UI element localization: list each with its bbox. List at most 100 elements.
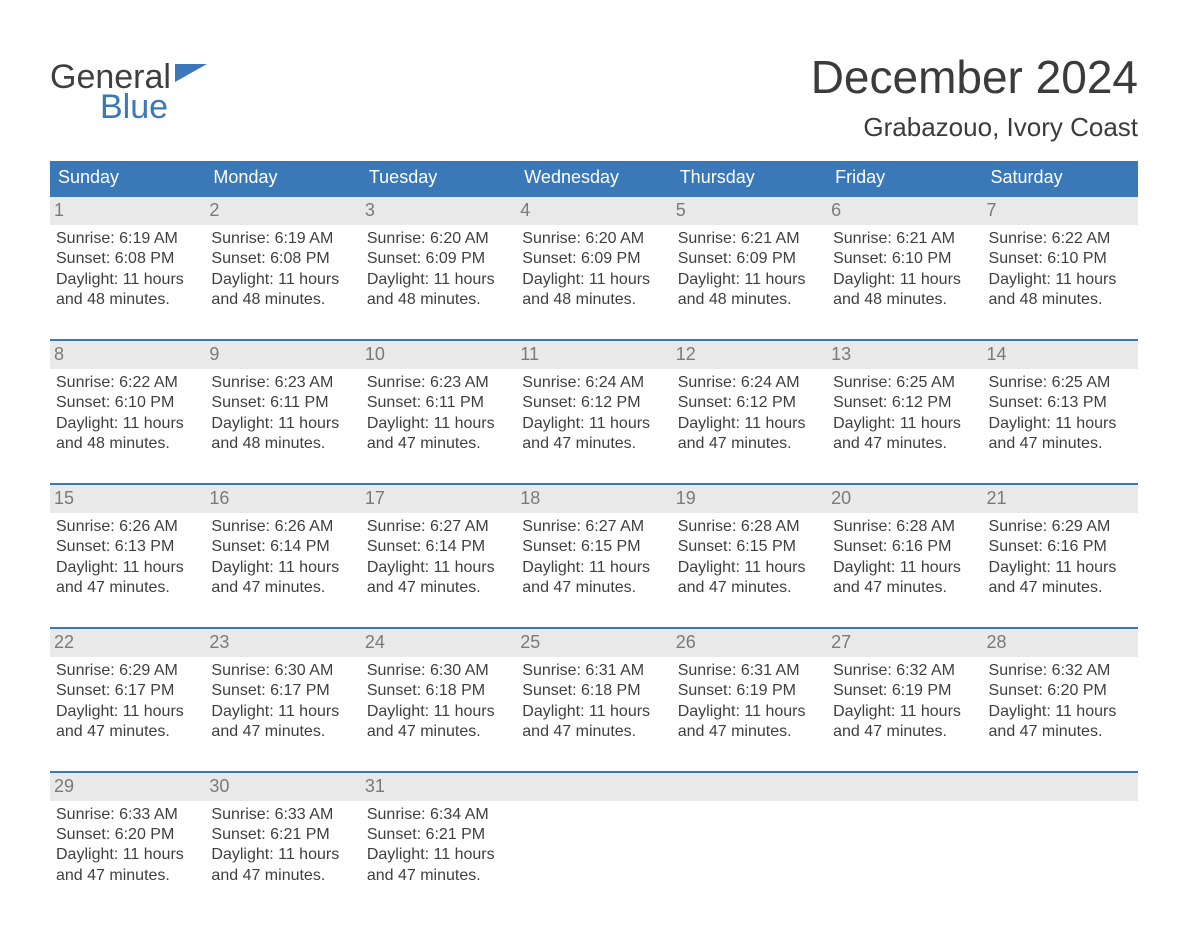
daylight-label: Daylight xyxy=(522,415,589,432)
calendar-day: 9Sunrise6:23 AMSunset6:11 PMDaylight11 h… xyxy=(205,341,360,461)
sunset: Sunset6:11 PM xyxy=(367,393,510,413)
sunset: Sunset6:09 PM xyxy=(367,249,510,269)
day-body: Sunrise6:31 AMSunset6:19 PMDaylight11 ho… xyxy=(678,661,821,743)
sunrise-label: Sunrise xyxy=(833,230,896,247)
day-number: 14 xyxy=(983,341,1138,369)
day-body: Sunrise6:30 AMSunset6:18 PMDaylight11 ho… xyxy=(367,661,510,743)
daylight: Daylight11 hours and 48 minutes. xyxy=(989,270,1132,311)
day-body: Sunrise6:21 AMSunset6:09 PMDaylight11 ho… xyxy=(678,229,821,311)
day-body: Sunrise6:19 AMSunset6:08 PMDaylight11 ho… xyxy=(56,229,199,311)
sunrise-label: Sunrise xyxy=(522,230,585,247)
sunrise-value: 6:20 AM xyxy=(585,230,644,247)
sunset-value: 6:17 PM xyxy=(115,682,175,699)
day-body: Sunrise6:22 AMSunset6:10 PMDaylight11 ho… xyxy=(56,373,199,455)
sunrise-value: 6:32 AM xyxy=(896,662,955,679)
sunset-value: 6:08 PM xyxy=(270,250,330,267)
week-row: 8Sunrise6:22 AMSunset6:10 PMDaylight11 h… xyxy=(50,339,1138,461)
sunrise-label: Sunrise xyxy=(211,662,274,679)
sunset-label: Sunset xyxy=(367,826,426,843)
daylight: Daylight11 hours and 47 minutes. xyxy=(678,414,821,455)
sunset-label: Sunset xyxy=(989,394,1048,411)
day-number: 28 xyxy=(983,629,1138,657)
sunrise-label: Sunrise xyxy=(678,374,741,391)
calendar-day: 10Sunrise6:23 AMSunset6:11 PMDaylight11 … xyxy=(361,341,516,461)
daylight-label: Daylight xyxy=(367,415,434,432)
sunset-label: Sunset xyxy=(678,682,737,699)
day-number: 9 xyxy=(205,341,360,369)
sunset-value: 6:12 PM xyxy=(892,394,952,411)
sunrise: Sunrise6:25 AM xyxy=(989,373,1132,393)
day-number: 22 xyxy=(50,629,205,657)
day-number: 20 xyxy=(827,485,982,513)
sunset-label: Sunset xyxy=(56,682,115,699)
sunset: Sunset6:13 PM xyxy=(56,537,199,557)
day-number xyxy=(516,773,671,801)
sunset-label: Sunset xyxy=(367,250,426,267)
pennant-icon xyxy=(175,56,207,90)
day-number: 13 xyxy=(827,341,982,369)
sunrise-label: Sunrise xyxy=(367,230,430,247)
day-number xyxy=(672,773,827,801)
sunrise: Sunrise6:24 AM xyxy=(678,373,821,393)
sunrise: Sunrise6:33 AM xyxy=(211,805,354,825)
sunset-value: 6:17 PM xyxy=(270,682,330,699)
day-number: 10 xyxy=(361,341,516,369)
daylight-label: Daylight xyxy=(56,846,123,863)
daylight: Daylight11 hours and 47 minutes. xyxy=(56,845,199,886)
sunset-label: Sunset xyxy=(989,682,1048,699)
calendar-day: 26Sunrise6:31 AMSunset6:19 PMDaylight11 … xyxy=(672,629,827,749)
week-row: 15Sunrise6:26 AMSunset6:13 PMDaylight11 … xyxy=(50,483,1138,605)
sunrise: Sunrise6:28 AM xyxy=(833,517,976,537)
daylight: Daylight11 hours and 47 minutes. xyxy=(989,702,1132,743)
week-row: 22Sunrise6:29 AMSunset6:17 PMDaylight11 … xyxy=(50,627,1138,749)
sunrise-value: 6:19 AM xyxy=(119,230,178,247)
day-number: 15 xyxy=(50,485,205,513)
sunrise: Sunrise6:29 AM xyxy=(56,661,199,681)
sunrise-label: Sunrise xyxy=(989,518,1052,535)
daylight: Daylight11 hours and 47 minutes. xyxy=(211,845,354,886)
daylight: Daylight11 hours and 47 minutes. xyxy=(56,702,199,743)
day-of-week-tuesday: Tuesday xyxy=(361,161,516,195)
sunset-label: Sunset xyxy=(211,682,270,699)
sunset-label: Sunset xyxy=(211,394,270,411)
daylight: Daylight11 hours and 48 minutes. xyxy=(211,414,354,455)
daylight-label: Daylight xyxy=(522,703,589,720)
sunset: Sunset6:11 PM xyxy=(211,393,354,413)
daylight-label: Daylight xyxy=(678,559,745,576)
sunrise-label: Sunrise xyxy=(989,662,1052,679)
sunrise-label: Sunrise xyxy=(367,518,430,535)
daylight-label: Daylight xyxy=(833,703,900,720)
sunset: Sunset6:21 PM xyxy=(367,825,510,845)
location-subtitle: Grabazouo, Ivory Coast xyxy=(811,112,1138,143)
sunset-label: Sunset xyxy=(211,538,270,555)
day-number: 6 xyxy=(827,197,982,225)
day-number: 5 xyxy=(672,197,827,225)
sunset: Sunset6:16 PM xyxy=(989,537,1132,557)
sunrise-label: Sunrise xyxy=(833,374,896,391)
day-number: 21 xyxy=(983,485,1138,513)
sunset-label: Sunset xyxy=(678,250,737,267)
day-number: 23 xyxy=(205,629,360,657)
sunrise-value: 6:23 AM xyxy=(430,374,489,391)
sunset-value: 6:19 PM xyxy=(736,682,796,699)
sunset-label: Sunset xyxy=(56,826,115,843)
day-number: 19 xyxy=(672,485,827,513)
calendar-day: 16Sunrise6:26 AMSunset6:14 PMDaylight11 … xyxy=(205,485,360,605)
sunset: Sunset6:20 PM xyxy=(989,681,1132,701)
daylight-label: Daylight xyxy=(989,415,1056,432)
calendar-day xyxy=(672,773,827,893)
sunrise-value: 6:28 AM xyxy=(741,518,800,535)
sunrise-value: 6:29 AM xyxy=(1052,518,1111,535)
sunrise-value: 6:26 AM xyxy=(275,518,334,535)
calendar-day: 24Sunrise6:30 AMSunset6:18 PMDaylight11 … xyxy=(361,629,516,749)
sunset: Sunset6:08 PM xyxy=(211,249,354,269)
daylight: Daylight11 hours and 47 minutes. xyxy=(522,414,665,455)
sunset-label: Sunset xyxy=(56,250,115,267)
calendar-day: 29Sunrise6:33 AMSunset6:20 PMDaylight11 … xyxy=(50,773,205,893)
sunset-value: 6:09 PM xyxy=(426,250,486,267)
sunset-value: 6:09 PM xyxy=(581,250,641,267)
sunrise: Sunrise6:22 AM xyxy=(989,229,1132,249)
day-of-week-sunday: Sunday xyxy=(50,161,205,195)
sunrise-label: Sunrise xyxy=(522,374,585,391)
sunrise: Sunrise6:22 AM xyxy=(56,373,199,393)
